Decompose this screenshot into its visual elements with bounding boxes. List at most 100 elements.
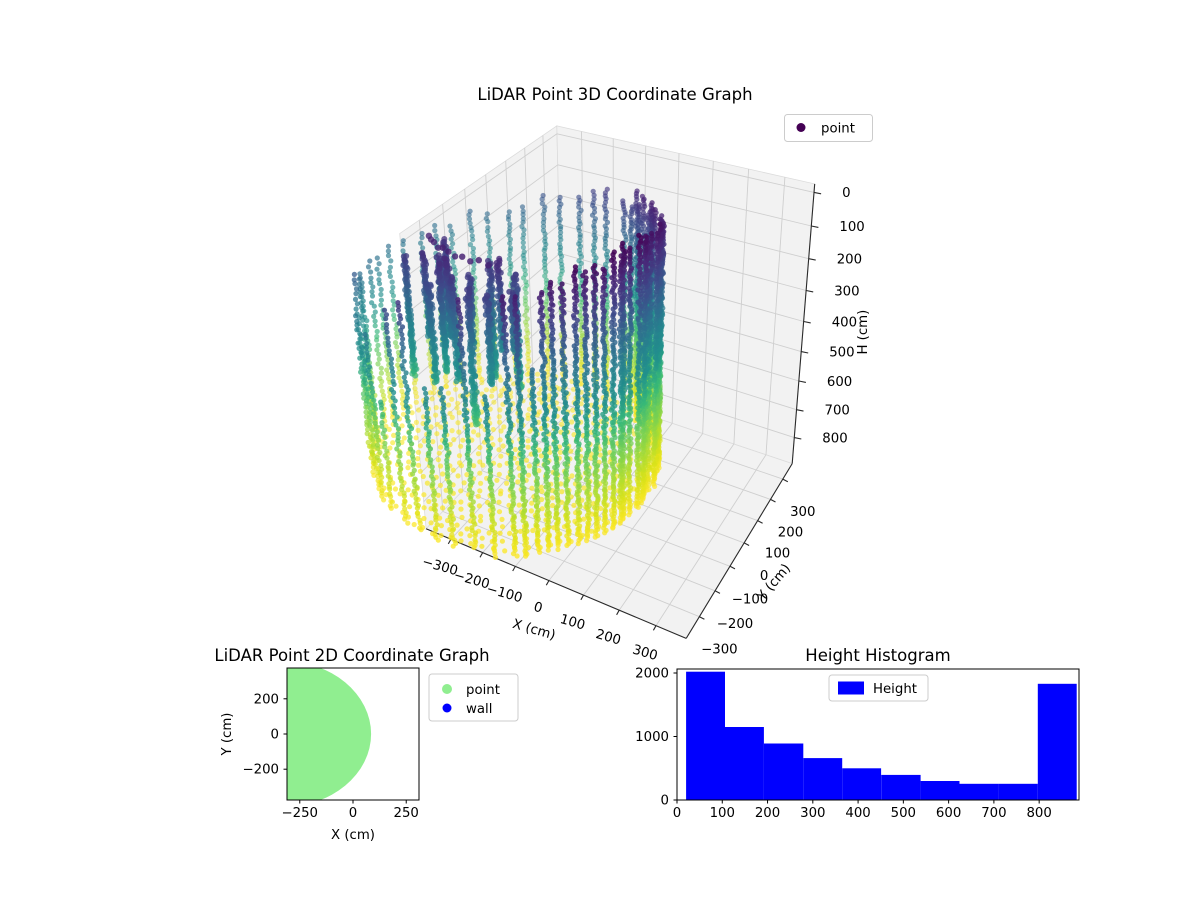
height-patch-icon — [838, 681, 864, 695]
tick-mark — [794, 437, 802, 440]
tick-label: 0 — [532, 600, 544, 617]
tick-label: 100 — [765, 547, 790, 562]
point-marker-icon — [796, 123, 806, 132]
scan-coverage-region — [287, 668, 372, 800]
legend-label: Height — [873, 682, 917, 697]
tick-label: 0 — [661, 794, 669, 809]
tick-label: 500 — [891, 806, 916, 821]
grid-line — [562, 361, 795, 439]
histogram-frame — [676, 668, 1080, 801]
tick-mark — [714, 590, 721, 594]
grid-line — [702, 161, 714, 434]
wall-marker-icon — [442, 703, 452, 713]
legend-label: point — [821, 122, 855, 137]
grid-line — [560, 281, 802, 353]
grid-line — [618, 443, 735, 611]
grid-line — [561, 335, 797, 411]
tick-mark — [811, 225, 819, 228]
tick-label: 400 — [832, 315, 857, 330]
tick-label: 800 — [1026, 806, 1051, 821]
grid-line — [733, 168, 750, 445]
tick-label: 200 — [755, 806, 780, 821]
tick-mark — [512, 566, 516, 572]
tick-mark — [757, 520, 763, 524]
tick-mark — [652, 625, 657, 631]
tick-mark — [699, 616, 705, 620]
tick-label: −100 — [485, 582, 524, 606]
tick-mark — [479, 552, 484, 558]
x-axis — [425, 528, 687, 639]
grid-line — [558, 194, 809, 260]
tick-label: 0 — [673, 806, 681, 821]
histogram-bars — [686, 671, 1077, 800]
grid-line — [671, 153, 680, 424]
histogram-legend: Height — [828, 674, 929, 702]
histogram-bar — [803, 758, 843, 800]
grid-line — [409, 224, 560, 348]
tick-label: 200 — [594, 627, 623, 648]
tick-label: X (cm) — [511, 617, 557, 644]
grid-line — [559, 224, 807, 291]
tick-label: −300 — [701, 643, 738, 658]
point-marker-icon — [442, 684, 452, 694]
plot2d-subplot: −250 0 250 −200 0 200 X (cm) Y (cm) — [220, 667, 420, 843]
tick-label: 0 — [271, 728, 279, 743]
tick-label: 250 — [394, 806, 419, 821]
tick-label: 700 — [825, 404, 850, 419]
tick-label: H (cm) — [856, 310, 871, 355]
tick-mark — [806, 289, 814, 293]
histogram-bar — [881, 774, 921, 800]
grid-line — [400, 133, 558, 244]
plot3d-legend: point — [784, 114, 873, 142]
grid-line — [560, 308, 800, 382]
legend-label: point — [466, 683, 500, 698]
grid-line — [559, 252, 804, 322]
y-axis — [685, 463, 793, 639]
legend-frame — [784, 114, 873, 142]
tick-mark — [798, 380, 807, 383]
plot2d-legend: point wall — [428, 673, 519, 722]
x-axis-label: X (cm) — [331, 828, 375, 843]
tick-mark — [782, 478, 789, 483]
histogram-bar — [998, 783, 1038, 800]
tick-mark — [803, 320, 811, 324]
tick-label: 700 — [981, 806, 1006, 821]
histogram-bar — [763, 743, 804, 800]
plot2d-title: LiDAR Point 2D Coordinate Graph — [214, 646, 489, 665]
tick-label: 600 — [827, 375, 852, 390]
tick-label: 600 — [936, 806, 961, 821]
tick-label: 200 — [837, 253, 862, 268]
tick-label: −100 — [732, 592, 769, 607]
tick-label: −200 — [717, 617, 754, 632]
grid-line — [442, 511, 700, 618]
tick-label: 1000 — [635, 730, 669, 745]
histogram-bar — [1037, 683, 1077, 800]
tick-label: 300 — [631, 643, 660, 664]
histogram-title: Height Histogram — [805, 646, 950, 665]
grid-line — [765, 177, 786, 455]
y-axis-label: Y (cm) — [220, 713, 235, 757]
histogram-bar — [725, 727, 764, 800]
tick-label: 200 — [778, 525, 803, 540]
tick-label: −200 — [452, 568, 491, 592]
tick-mark — [770, 498, 776, 503]
grid-line — [420, 335, 563, 473]
histogram-bar — [959, 783, 999, 800]
tick-mark — [801, 351, 809, 354]
tick-label: 300 — [790, 505, 815, 520]
tick-mark — [743, 542, 750, 546]
tick-label: 300 — [800, 806, 825, 821]
tick-label: 800 — [822, 431, 847, 446]
tick-label: 300 — [834, 284, 859, 299]
tick-label: 500 — [829, 345, 854, 360]
grid-line — [583, 433, 704, 596]
grid-line — [556, 133, 815, 193]
tick-mark — [808, 258, 816, 261]
tick-label: −250 — [282, 806, 319, 821]
tick-mark — [729, 565, 736, 570]
grid-line — [557, 164, 812, 227]
tick-label: −200 — [242, 763, 279, 778]
h-axis — [791, 183, 816, 464]
